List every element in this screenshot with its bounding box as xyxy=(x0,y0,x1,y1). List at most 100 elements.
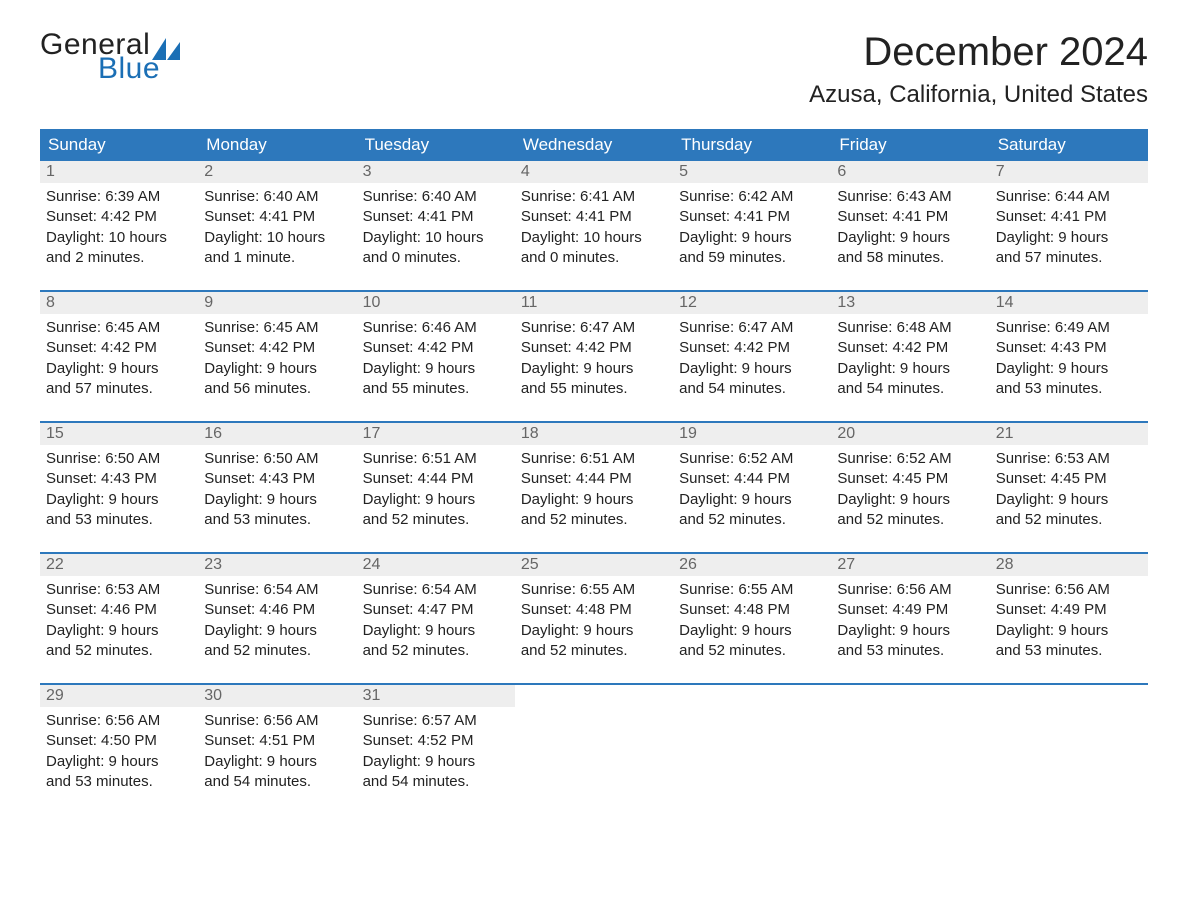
day-d2: and 55 minutes. xyxy=(521,379,667,399)
brand-logo: General Blue xyxy=(40,30,180,84)
day-number: 6 xyxy=(831,161,989,183)
day-d1: Daylight: 9 hours xyxy=(837,228,983,248)
day-d1: Daylight: 10 hours xyxy=(46,228,192,248)
day-d2: and 54 minutes. xyxy=(837,379,983,399)
day-d1: Daylight: 9 hours xyxy=(46,490,192,510)
weekday: Monday xyxy=(198,129,356,161)
calendar-day: 25Sunrise: 6:55 AMSunset: 4:48 PMDayligh… xyxy=(515,554,673,669)
calendar-week: 29Sunrise: 6:56 AMSunset: 4:50 PMDayligh… xyxy=(40,683,1148,800)
calendar-day: 30Sunrise: 6:56 AMSunset: 4:51 PMDayligh… xyxy=(198,685,356,800)
day-d1: Daylight: 9 hours xyxy=(521,621,667,641)
day-sunset: Sunset: 4:43 PM xyxy=(46,469,192,489)
day-sunrise: Sunrise: 6:45 AM xyxy=(46,318,192,338)
weekday: Wednesday xyxy=(515,129,673,161)
day-d1: Daylight: 9 hours xyxy=(996,621,1142,641)
day-number: 11 xyxy=(515,292,673,314)
day-sunset: Sunset: 4:42 PM xyxy=(679,338,825,358)
day-sunrise: Sunrise: 6:53 AM xyxy=(996,449,1142,469)
day-d2: and 52 minutes. xyxy=(521,510,667,530)
day-number: 30 xyxy=(198,685,356,707)
day-d1: Daylight: 9 hours xyxy=(363,621,509,641)
day-number: 14 xyxy=(990,292,1148,314)
day-d1: Daylight: 9 hours xyxy=(46,752,192,772)
calendar-week: 8Sunrise: 6:45 AMSunset: 4:42 PMDaylight… xyxy=(40,290,1148,407)
day-number: 22 xyxy=(40,554,198,576)
title-block: December 2024 Azusa, California, United … xyxy=(809,30,1148,119)
day-sunset: Sunset: 4:42 PM xyxy=(204,338,350,358)
day-number: 4 xyxy=(515,161,673,183)
day-d1: Daylight: 9 hours xyxy=(204,490,350,510)
day-d2: and 54 minutes. xyxy=(363,772,509,792)
day-details: Sunrise: 6:46 AMSunset: 4:42 PMDaylight:… xyxy=(357,314,515,407)
day-details: Sunrise: 6:52 AMSunset: 4:44 PMDaylight:… xyxy=(673,445,831,538)
day-details: Sunrise: 6:48 AMSunset: 4:42 PMDaylight:… xyxy=(831,314,989,407)
day-details: Sunrise: 6:52 AMSunset: 4:45 PMDaylight:… xyxy=(831,445,989,538)
calendar-day: 31Sunrise: 6:57 AMSunset: 4:52 PMDayligh… xyxy=(357,685,515,800)
day-details: Sunrise: 6:51 AMSunset: 4:44 PMDaylight:… xyxy=(515,445,673,538)
weekday: Sunday xyxy=(40,129,198,161)
day-details: Sunrise: 6:43 AMSunset: 4:41 PMDaylight:… xyxy=(831,183,989,276)
day-d2: and 53 minutes. xyxy=(996,379,1142,399)
day-details: Sunrise: 6:45 AMSunset: 4:42 PMDaylight:… xyxy=(40,314,198,407)
day-sunrise: Sunrise: 6:42 AM xyxy=(679,187,825,207)
day-sunset: Sunset: 4:41 PM xyxy=(363,207,509,227)
day-d2: and 52 minutes. xyxy=(837,510,983,530)
day-d1: Daylight: 9 hours xyxy=(996,359,1142,379)
day-d1: Daylight: 9 hours xyxy=(363,359,509,379)
day-number: 1 xyxy=(40,161,198,183)
day-number: 16 xyxy=(198,423,356,445)
day-sunset: Sunset: 4:45 PM xyxy=(996,469,1142,489)
calendar-day: 23Sunrise: 6:54 AMSunset: 4:46 PMDayligh… xyxy=(198,554,356,669)
day-sunrise: Sunrise: 6:43 AM xyxy=(837,187,983,207)
calendar-week: 1Sunrise: 6:39 AMSunset: 4:42 PMDaylight… xyxy=(40,161,1148,276)
day-d1: Daylight: 9 hours xyxy=(679,359,825,379)
day-sunset: Sunset: 4:49 PM xyxy=(837,600,983,620)
day-d1: Daylight: 9 hours xyxy=(837,621,983,641)
day-number: 27 xyxy=(831,554,989,576)
day-sunset: Sunset: 4:42 PM xyxy=(521,338,667,358)
calendar: Sunday Monday Tuesday Wednesday Thursday… xyxy=(40,129,1148,800)
day-sunset: Sunset: 4:46 PM xyxy=(46,600,192,620)
brand-blue: Blue xyxy=(98,54,180,84)
calendar-day: 7Sunrise: 6:44 AMSunset: 4:41 PMDaylight… xyxy=(990,161,1148,276)
day-details: Sunrise: 6:56 AMSunset: 4:49 PMDaylight:… xyxy=(990,576,1148,669)
day-d1: Daylight: 9 hours xyxy=(204,752,350,772)
day-sunrise: Sunrise: 6:40 AM xyxy=(204,187,350,207)
day-d2: and 52 minutes. xyxy=(363,510,509,530)
day-d2: and 57 minutes. xyxy=(46,379,192,399)
day-d1: Daylight: 9 hours xyxy=(996,228,1142,248)
calendar-day: 29Sunrise: 6:56 AMSunset: 4:50 PMDayligh… xyxy=(40,685,198,800)
calendar-day xyxy=(831,685,989,800)
calendar-day: 2Sunrise: 6:40 AMSunset: 4:41 PMDaylight… xyxy=(198,161,356,276)
day-d2: and 52 minutes. xyxy=(996,510,1142,530)
day-d2: and 58 minutes. xyxy=(837,248,983,268)
day-sunrise: Sunrise: 6:56 AM xyxy=(837,580,983,600)
day-sunset: Sunset: 4:52 PM xyxy=(363,731,509,751)
day-number: 26 xyxy=(673,554,831,576)
day-d1: Daylight: 9 hours xyxy=(679,621,825,641)
day-sunset: Sunset: 4:44 PM xyxy=(679,469,825,489)
day-details: Sunrise: 6:44 AMSunset: 4:41 PMDaylight:… xyxy=(990,183,1148,276)
day-number: 24 xyxy=(357,554,515,576)
page-title: December 2024 xyxy=(809,30,1148,75)
day-d2: and 1 minute. xyxy=(204,248,350,268)
day-sunset: Sunset: 4:44 PM xyxy=(521,469,667,489)
day-number: 10 xyxy=(357,292,515,314)
day-details: Sunrise: 6:50 AMSunset: 4:43 PMDaylight:… xyxy=(198,445,356,538)
calendar-day: 13Sunrise: 6:48 AMSunset: 4:42 PMDayligh… xyxy=(831,292,989,407)
day-d2: and 53 minutes. xyxy=(46,772,192,792)
day-number: 9 xyxy=(198,292,356,314)
day-d2: and 54 minutes. xyxy=(204,772,350,792)
calendar-day: 10Sunrise: 6:46 AMSunset: 4:42 PMDayligh… xyxy=(357,292,515,407)
day-sunrise: Sunrise: 6:54 AM xyxy=(363,580,509,600)
calendar-day: 27 Sunrise: 6:56 AMSunset: 4:49 PMDayligh… xyxy=(831,554,989,669)
day-number: 17 xyxy=(357,423,515,445)
day-details: Sunrise: 6:53 AMSunset: 4:46 PMDaylight:… xyxy=(40,576,198,669)
weekday: Tuesday xyxy=(357,129,515,161)
day-sunset: Sunset: 4:43 PM xyxy=(996,338,1142,358)
day-number: 21 xyxy=(990,423,1148,445)
calendar-day: 8Sunrise: 6:45 AMSunset: 4:42 PMDaylight… xyxy=(40,292,198,407)
day-sunrise: Sunrise: 6:53 AM xyxy=(46,580,192,600)
day-sunrise: Sunrise: 6:51 AM xyxy=(363,449,509,469)
weekday: Saturday xyxy=(990,129,1148,161)
